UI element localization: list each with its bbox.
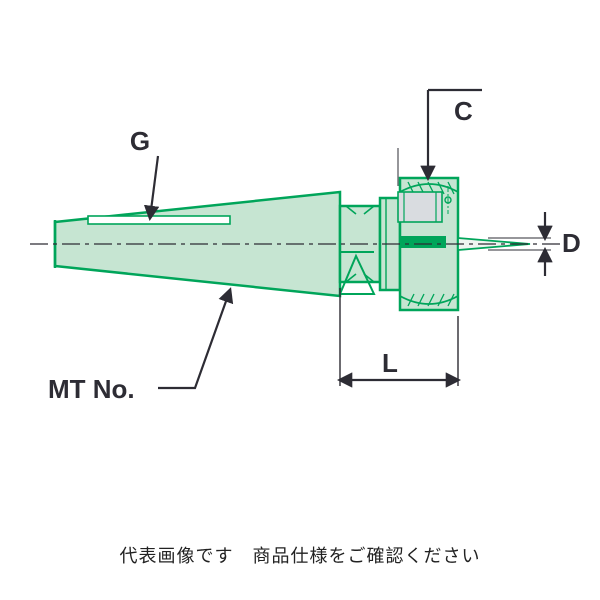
svg-text:G: G (130, 126, 150, 156)
svg-text:MT No.: MT No. (48, 374, 135, 404)
svg-text:C: C (454, 96, 473, 126)
technical-drawing: G C D L MT No. (0, 0, 600, 600)
svg-text:D: D (562, 228, 581, 258)
caption-text: 代表画像です 商品仕様をご確認ください (0, 542, 600, 568)
svg-text:L: L (382, 348, 398, 378)
